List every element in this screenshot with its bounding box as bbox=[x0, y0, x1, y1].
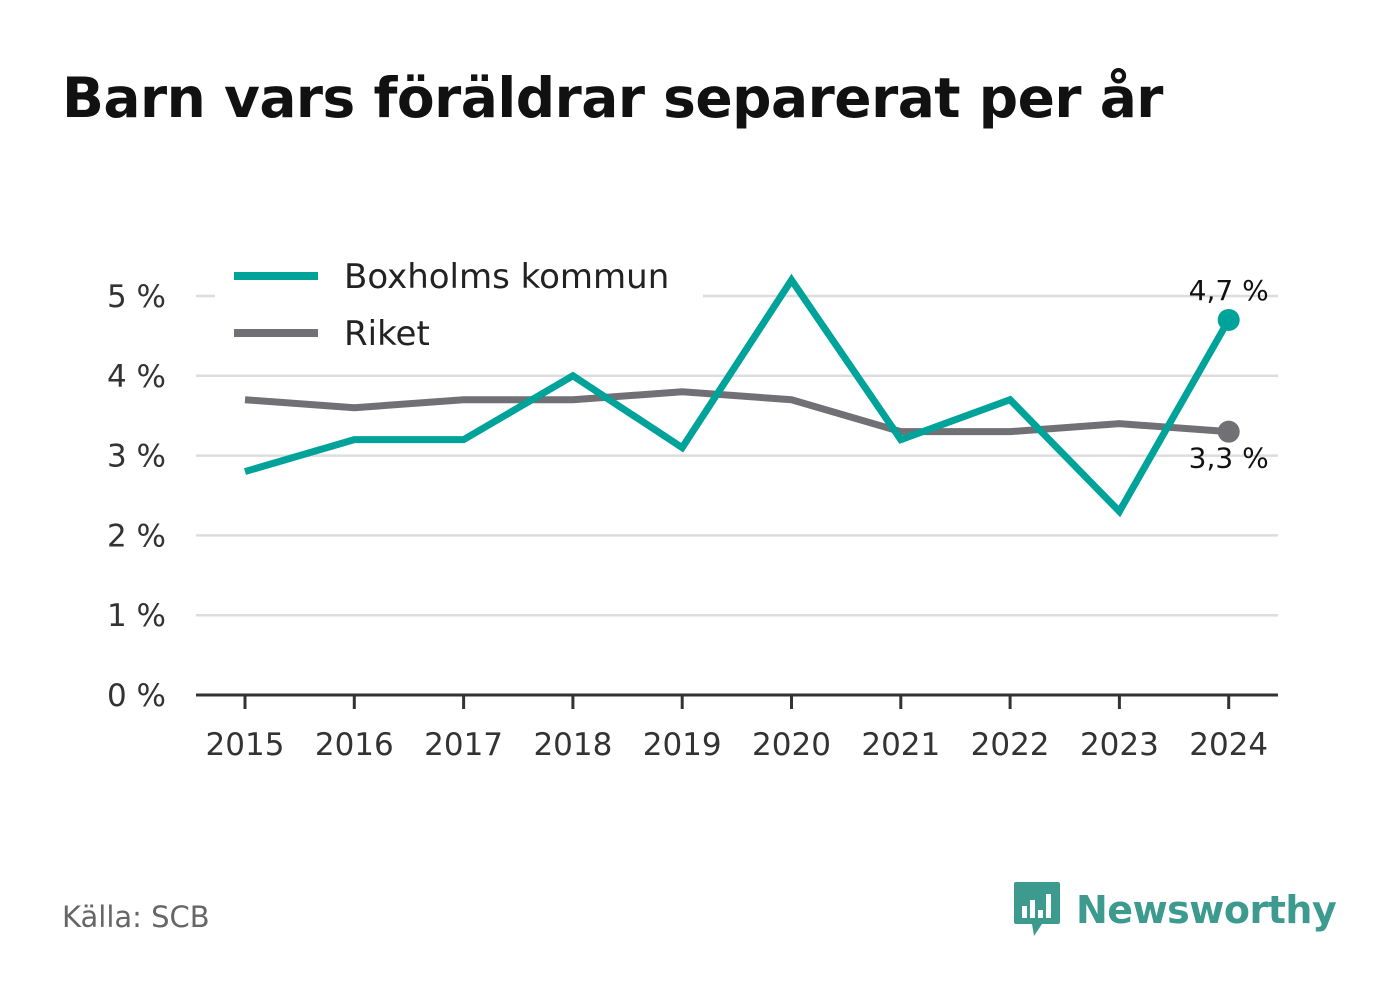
y-tick-label: 3 % bbox=[107, 439, 166, 475]
x-tick-label: 2020 bbox=[752, 727, 831, 763]
x-tick-label: 2016 bbox=[315, 727, 394, 763]
end-point-riket bbox=[1217, 420, 1240, 443]
end-labels: 4,7 % 3,3 % bbox=[1189, 274, 1269, 475]
y-axis-ticks: 0 % 1 % 2 % 3 % 4 % 5 % bbox=[107, 279, 166, 714]
series-lines bbox=[244, 273, 1240, 518]
source-note: Källa: SCB bbox=[62, 900, 210, 934]
series-line-riket bbox=[244, 388, 1229, 436]
chart-title: Barn vars föräldrar separerat per år bbox=[62, 66, 1163, 130]
x-tick-label: 2021 bbox=[861, 727, 940, 763]
x-tick-label: 2023 bbox=[1080, 727, 1159, 763]
y-tick-label: 5 % bbox=[107, 279, 166, 315]
x-tick-label: 2022 bbox=[971, 727, 1050, 763]
brand-logo: Newsworthy bbox=[1012, 880, 1337, 940]
x-tick-label: 2018 bbox=[533, 727, 612, 763]
end-label-boxholms-kommun: 4,7 % bbox=[1189, 274, 1269, 307]
series-line-boxholms-kommun bbox=[244, 273, 1232, 518]
x-tick-label: 2024 bbox=[1189, 727, 1268, 763]
legend-label: Boxholms kommun bbox=[344, 257, 669, 297]
x-axis-ticks: 2015 2016 2017 2018 2019 2020 2021 2022 2023 2024 bbox=[206, 695, 1268, 763]
legend-label: Riket bbox=[344, 314, 430, 354]
x-tick-label: 2015 bbox=[206, 727, 285, 763]
newsworthy-logo-icon bbox=[1014, 882, 1060, 936]
brand-name: Newsworthy bbox=[1076, 888, 1337, 932]
y-tick-label: 4 % bbox=[107, 359, 166, 395]
legend: Boxholms kommun Riket bbox=[215, 248, 703, 360]
x-tick-label: 2017 bbox=[424, 727, 503, 763]
end-label-riket: 3,3 % bbox=[1189, 442, 1269, 475]
y-tick-label: 0 % bbox=[107, 678, 166, 714]
y-tick-label: 2 % bbox=[107, 518, 166, 554]
legend-background bbox=[215, 248, 703, 360]
end-point-boxholms-kommun bbox=[1217, 308, 1240, 331]
gridlines bbox=[196, 294, 1278, 617]
x-tick-label: 2019 bbox=[643, 727, 722, 763]
y-tick-label: 1 % bbox=[107, 598, 166, 634]
